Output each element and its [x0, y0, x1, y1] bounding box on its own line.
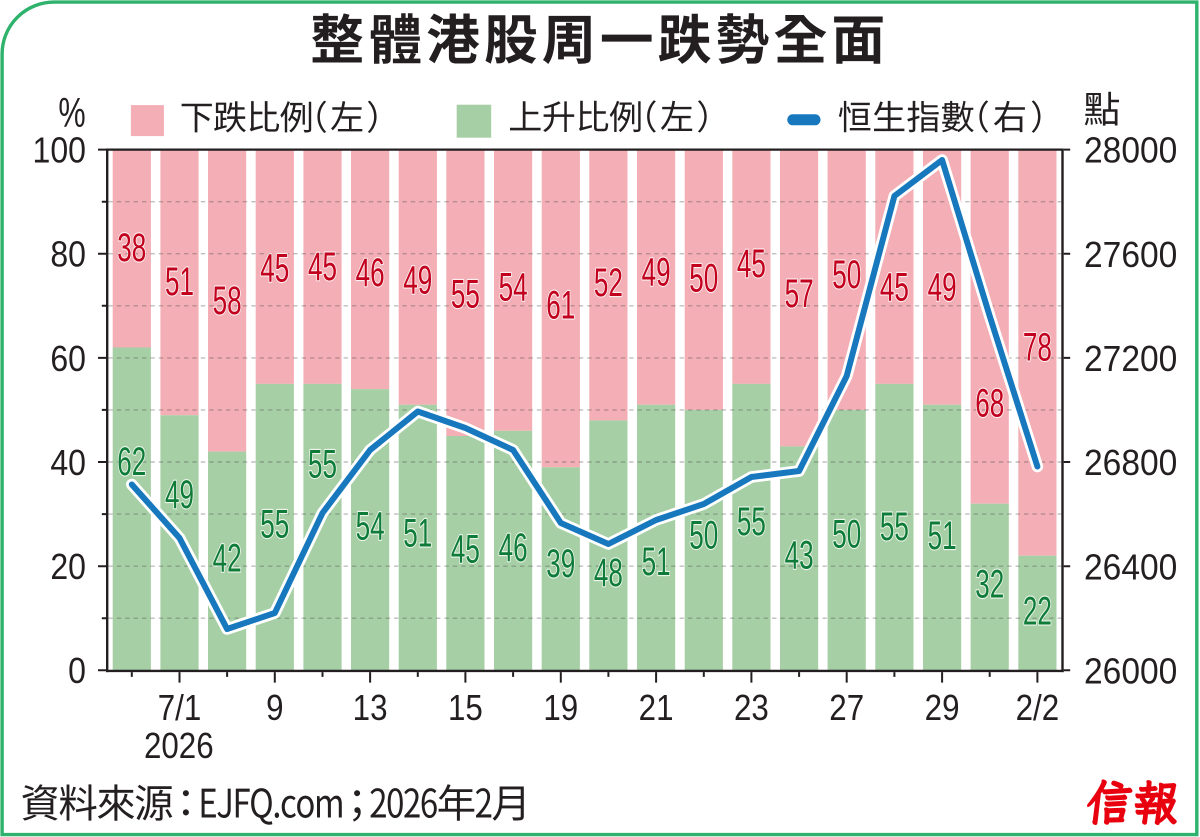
- svg-text:45: 45: [737, 243, 766, 287]
- svg-text:49: 49: [642, 251, 671, 295]
- svg-text:55: 55: [880, 506, 909, 550]
- svg-text:50: 50: [832, 254, 861, 298]
- svg-text:55: 55: [260, 503, 289, 547]
- svg-text:38: 38: [117, 227, 146, 271]
- svg-text:2026: 2026: [144, 726, 214, 767]
- svg-text:26400: 26400: [1084, 547, 1177, 588]
- svg-text:28000: 28000: [1084, 130, 1177, 171]
- svg-text:62: 62: [117, 441, 146, 485]
- svg-text:51: 51: [928, 515, 957, 559]
- svg-text:55: 55: [308, 443, 337, 487]
- svg-text:0: 0: [68, 652, 86, 692]
- svg-text:57: 57: [785, 273, 814, 317]
- svg-text:15: 15: [448, 688, 483, 729]
- svg-text:27200: 27200: [1084, 339, 1177, 380]
- svg-text:23: 23: [734, 688, 769, 729]
- svg-text:27600: 27600: [1084, 235, 1177, 276]
- svg-text:49: 49: [165, 474, 194, 518]
- svg-text:42: 42: [213, 537, 242, 581]
- svg-text:32: 32: [975, 563, 1004, 607]
- svg-text:45: 45: [451, 528, 480, 572]
- svg-text:51: 51: [642, 541, 671, 585]
- svg-text:80: 80: [50, 235, 86, 275]
- svg-text:%: %: [58, 89, 85, 136]
- svg-text:45: 45: [308, 246, 337, 290]
- svg-text:50: 50: [689, 514, 718, 558]
- svg-text:78: 78: [1023, 326, 1052, 370]
- svg-text:50: 50: [832, 513, 861, 557]
- svg-text:29: 29: [925, 688, 960, 729]
- svg-text:55: 55: [451, 273, 480, 317]
- svg-text:61: 61: [546, 284, 575, 328]
- svg-text:49: 49: [928, 266, 957, 310]
- svg-text:27: 27: [829, 688, 864, 729]
- svg-text:46: 46: [499, 527, 528, 571]
- svg-text:7/1: 7/1: [158, 688, 202, 729]
- svg-text:39: 39: [546, 543, 575, 587]
- svg-text:51: 51: [165, 261, 194, 305]
- svg-text:26800: 26800: [1084, 443, 1177, 484]
- svg-text:55: 55: [737, 501, 766, 545]
- svg-text:58: 58: [213, 280, 242, 324]
- svg-text:54: 54: [499, 266, 528, 310]
- svg-text:45: 45: [880, 266, 909, 310]
- svg-text:9: 9: [266, 688, 283, 729]
- svg-text:52: 52: [594, 262, 623, 306]
- svg-text:13: 13: [353, 688, 388, 729]
- svg-text:100: 100: [33, 131, 86, 171]
- svg-text:20: 20: [50, 547, 86, 587]
- svg-text:49: 49: [403, 259, 432, 303]
- svg-text:43: 43: [785, 534, 814, 578]
- svg-text:21: 21: [639, 688, 674, 729]
- svg-text:51: 51: [403, 512, 432, 556]
- svg-text:40: 40: [50, 443, 86, 483]
- svg-text:48: 48: [594, 552, 623, 596]
- svg-text:54: 54: [356, 505, 385, 549]
- svg-text:50: 50: [689, 257, 718, 301]
- svg-text:26000: 26000: [1084, 651, 1177, 692]
- svg-text:68: 68: [975, 382, 1004, 426]
- svg-text:60: 60: [50, 339, 86, 379]
- svg-text:19: 19: [543, 688, 578, 729]
- svg-text:45: 45: [260, 247, 289, 291]
- svg-text:22: 22: [1023, 590, 1052, 634]
- svg-text:46: 46: [356, 252, 385, 296]
- svg-text:2/2: 2/2: [1016, 688, 1060, 729]
